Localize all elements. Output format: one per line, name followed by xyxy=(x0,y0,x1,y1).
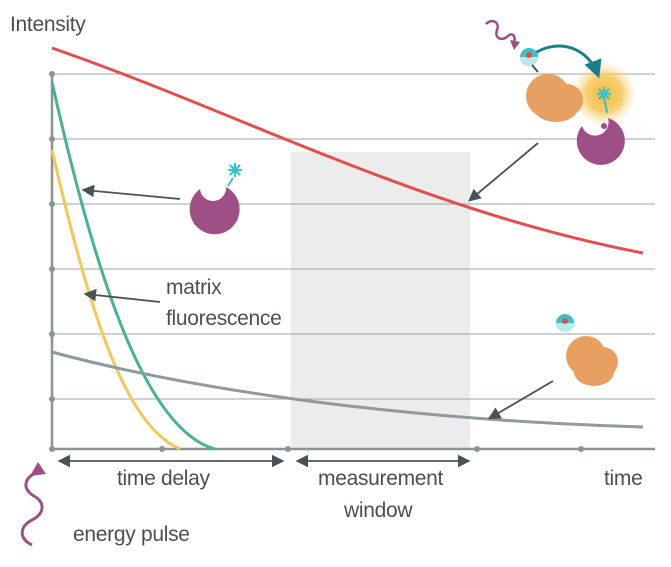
energy-pulse-label: energy pulse xyxy=(73,523,190,546)
y-axis-ticks xyxy=(49,71,55,452)
signal-pointer-arrow xyxy=(468,142,539,202)
matrix-fluorescence-label-line1: matrix xyxy=(166,276,222,299)
long-lifetime-signal-curve xyxy=(51,46,644,255)
measurement-window-label-line2: window xyxy=(344,499,413,522)
protein-complex-icon xyxy=(485,19,637,165)
donor-protein-icon xyxy=(556,314,618,386)
measurement-window-label-line1: measurement xyxy=(318,467,444,490)
short-decay-green-curve xyxy=(50,81,216,451)
x-axis-ticks xyxy=(159,446,584,452)
fluorophore-pointer-arrow xyxy=(81,184,181,200)
measurement-window-band xyxy=(291,152,470,449)
matrix-pointer-arrow xyxy=(83,288,161,303)
star-marker-icon xyxy=(227,162,243,178)
grid-lines xyxy=(52,73,655,400)
matrix-fluorescence-label-line2: fluorescence xyxy=(166,307,282,330)
background-decay-curve xyxy=(51,350,644,429)
x-axis-label: time xyxy=(604,467,643,490)
background-pointer-arrow xyxy=(487,380,554,420)
y-axis-label: Intensity xyxy=(10,13,86,36)
energy-pulse-wave-icon xyxy=(20,462,46,547)
short-decay-yellow-curve xyxy=(50,149,181,451)
fluorophore-label-icon xyxy=(189,162,243,235)
time-delay-label: time delay xyxy=(117,467,210,490)
